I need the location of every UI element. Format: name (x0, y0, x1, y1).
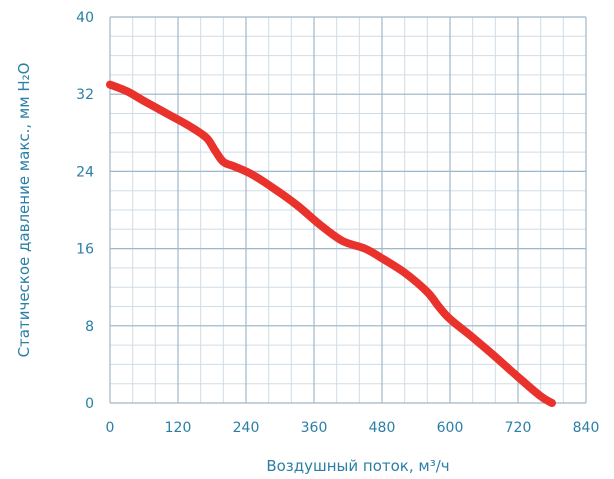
minor-grid (109, 16, 587, 404)
y-axis-title: Статическое давление макс., мм H₂O (15, 63, 33, 358)
x-tick-label: 360 (301, 420, 328, 436)
y-tick-label: 24 (76, 164, 94, 180)
x-tick-label: 720 (505, 420, 532, 436)
x-tick-label: 840 (573, 420, 600, 436)
x-tick-label: 120 (165, 420, 192, 436)
y-tick-label: 0 (85, 396, 94, 412)
y-axis-ticks: 0 8 16 24 32 40 (76, 10, 94, 412)
series-line (106, 80, 556, 407)
x-tick-label: 600 (437, 420, 464, 436)
x-axis-title: Воздушный поток, м³/ч (266, 457, 449, 475)
y-tick-label: 40 (76, 10, 94, 26)
x-tick-label: 0 (106, 420, 115, 436)
x-tick-label: 240 (233, 420, 260, 436)
x-tick-label: 480 (369, 420, 396, 436)
x-axis-ticks: 0 120 240 360 480 600 720 840 (106, 420, 600, 436)
y-tick-label: 8 (85, 319, 94, 335)
series-layer (106, 80, 556, 407)
y-tick-label: 16 (76, 242, 94, 258)
y-tick-label: 32 (76, 87, 94, 103)
major-grid (109, 16, 587, 404)
